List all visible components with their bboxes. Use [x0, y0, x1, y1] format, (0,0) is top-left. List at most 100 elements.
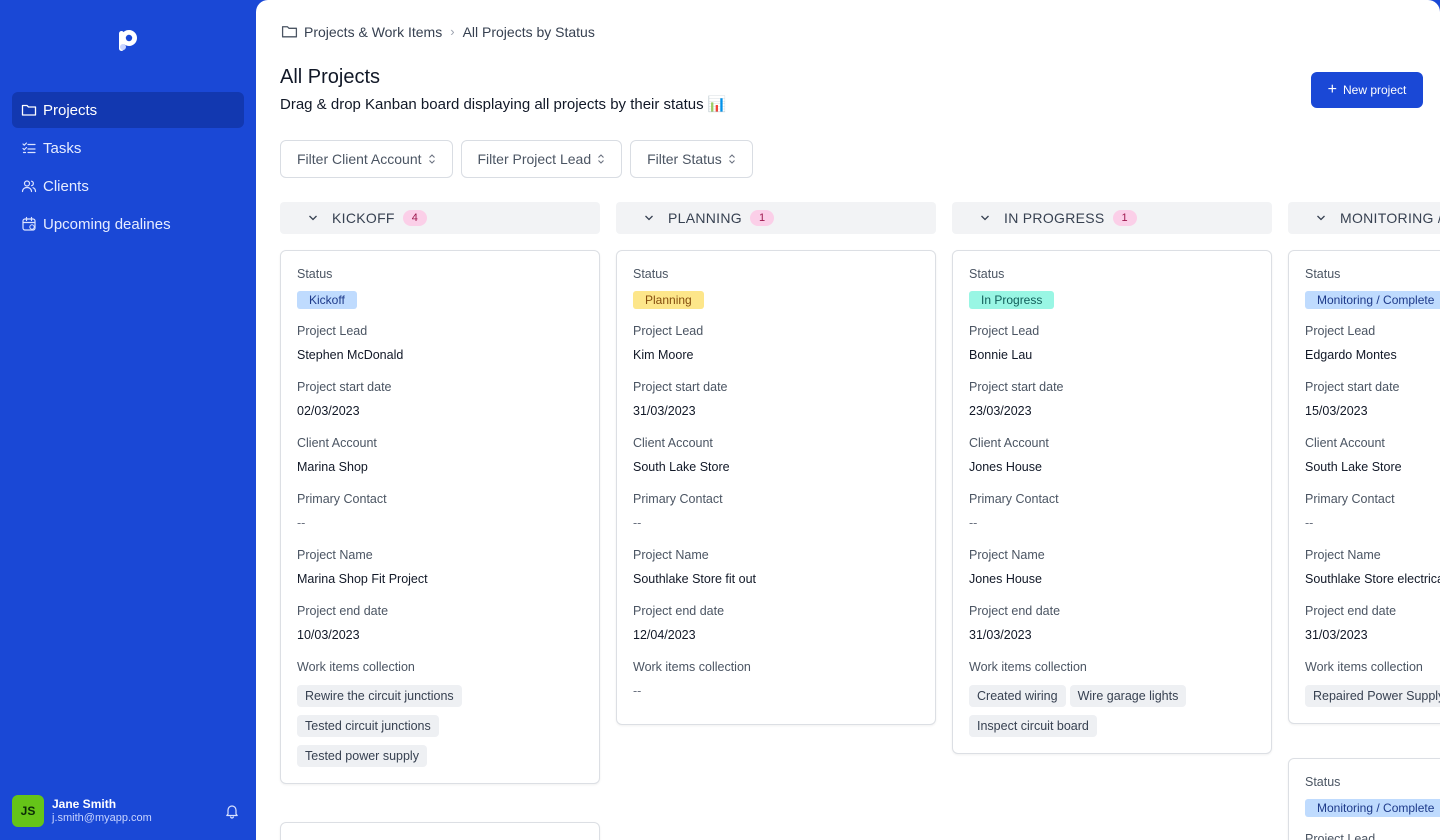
filter-client-account[interactable]: Filter Client Account: [280, 140, 453, 178]
field-label: Project Name: [1305, 548, 1381, 562]
field-label: Project start date: [969, 380, 1064, 394]
chevron-down-icon: [1317, 215, 1325, 221]
status-badge: Monitoring / Complete: [1305, 799, 1440, 817]
project-lead: Edgardo Montes: [1305, 348, 1397, 362]
user-name: Jane Smith: [52, 797, 117, 811]
status-badge: Kickoff: [297, 291, 357, 309]
column-kickoff: KICKOFF 4 Status Kickoff Project Lead St…: [280, 202, 600, 840]
status-badge: Monitoring / Complete: [1305, 291, 1440, 309]
field-label: Work items collection: [1305, 660, 1423, 674]
column-header[interactable]: MONITORING / COMPLETE: [1288, 202, 1440, 234]
avatar: JS: [12, 795, 44, 827]
field-label: Project start date: [297, 380, 392, 394]
chevron-down-icon: [981, 215, 989, 221]
column-title: PLANNING: [668, 210, 742, 226]
end-date: 31/03/2023: [969, 628, 1032, 642]
field-label: Project Lead: [1305, 324, 1376, 338]
field-label: Project end date: [633, 604, 725, 618]
project-card[interactable]: Status Monitoring / Complete Project Lea…: [1288, 758, 1440, 840]
folder-icon: [281, 26, 298, 38]
work-item-chip[interactable]: Inspect circuit board: [969, 715, 1097, 737]
work-item-chip[interactable]: Wire garage lights: [1069, 685, 1187, 707]
chevron-right-icon: ›: [450, 24, 455, 39]
work-item-chip[interactable]: Created wiring: [969, 685, 1066, 707]
breadcrumb-current: All Projects by Status: [462, 23, 595, 40]
work-item-chip[interactable]: Tested power supply: [297, 745, 427, 767]
start-date: 15/03/2023: [1305, 404, 1368, 418]
end-date: 12/04/2023: [633, 628, 696, 642]
chevron-down-icon: [309, 215, 317, 221]
status-badge: In Progress: [969, 291, 1055, 309]
work-items-list: Repaired Power Supply: [1305, 684, 1440, 715]
page-title: All Projects: [280, 66, 381, 88]
field-label: Project Name: [969, 548, 1045, 562]
field-label: Project Lead: [1305, 832, 1376, 840]
filter-bar: Filter Client Account Filter Project Lea…: [280, 140, 761, 178]
primary-contact: --: [969, 516, 978, 530]
sort-chevrons-icon: [598, 154, 604, 164]
field-label: Project Lead: [969, 324, 1040, 338]
work-item-chip[interactable]: Rewire the circuit junctions: [297, 685, 462, 707]
sidebar-item-tasks[interactable]: Tasks: [12, 130, 244, 166]
user-profile[interactable]: JS Jane Smith j.smith@myapp.com: [12, 794, 244, 828]
sidebar-item-upcoming-deadlines[interactable]: Upcoming dealines: [12, 206, 244, 242]
field-label: Primary Contact: [633, 492, 723, 506]
user-info: Jane Smith j.smith@myapp.com: [52, 797, 152, 825]
field-label: Work items collection: [297, 660, 415, 674]
field-label: Status: [1305, 267, 1341, 281]
work-items-list: Created wiring Wire garage lights Inspect…: [969, 684, 1255, 745]
filter-project-lead[interactable]: Filter Project Lead: [460, 140, 623, 178]
sort-chevrons-icon: [728, 154, 735, 164]
field-label: Primary Contact: [297, 492, 387, 506]
start-date: 31/03/2023: [633, 404, 696, 418]
breadcrumb-root[interactable]: Projects & Work Items: [304, 23, 443, 40]
count-badge: 1: [749, 210, 775, 226]
filter-label: Filter Status: [647, 151, 722, 167]
project-card[interactable]: [280, 822, 600, 840]
project-card[interactable]: Status In Progress Project Lead Bonnie L…: [952, 250, 1272, 754]
field-label: Client Account: [297, 436, 377, 450]
project-name: Jones House: [969, 572, 1042, 586]
field-label: Project Lead: [633, 324, 704, 338]
filter-status[interactable]: Filter Status: [630, 140, 753, 178]
status-badge: Planning: [633, 291, 704, 309]
column-header[interactable]: KICKOFF 4: [280, 202, 600, 234]
sidebar: Projects Tasks Clients Upcoming dealines…: [0, 0, 256, 840]
field-label: Primary Contact: [969, 492, 1059, 506]
sidebar-item-projects[interactable]: Projects: [12, 92, 244, 128]
work-items-list: Rewire the circuit junctions Tested circ…: [297, 684, 583, 775]
end-date: 31/03/2023: [1305, 628, 1368, 642]
start-date: 02/03/2023: [297, 404, 360, 418]
client-account: South Lake Store: [1305, 460, 1402, 474]
sidebar-nav: Projects Tasks Clients Upcoming dealines: [12, 92, 244, 244]
app-logo[interactable]: [117, 27, 139, 53]
column-title: MONITORING / COMPLETE: [1340, 210, 1440, 226]
list-check-icon: [21, 140, 37, 156]
sidebar-item-label: Projects: [43, 101, 98, 119]
column-header[interactable]: PLANNING 1: [616, 202, 936, 234]
new-project-button[interactable]: + New project: [1311, 72, 1423, 108]
project-card[interactable]: Status Planning Project Lead Kim Moore P…: [616, 250, 936, 725]
field-label: Client Account: [969, 436, 1049, 450]
work-item-chip[interactable]: Repaired Power Supply: [1305, 685, 1440, 707]
field-label: Work items collection: [969, 660, 1087, 674]
project-card[interactable]: Status Monitoring / Complete Project Lea…: [1288, 250, 1440, 724]
chevron-down-icon: [645, 215, 653, 221]
work-item-chip[interactable]: Tested circuit junctions: [297, 715, 439, 737]
field-label: Project start date: [1305, 380, 1400, 394]
client-account: South Lake Store: [633, 460, 730, 474]
column-header[interactable]: IN PROGRESS 1: [952, 202, 1272, 234]
primary-contact: --: [297, 516, 306, 530]
work-items-empty: --: [633, 684, 642, 698]
column-monitoring-complete: MONITORING / COMPLETE Status Monitoring …: [1288, 202, 1440, 840]
sidebar-item-clients[interactable]: Clients: [12, 168, 244, 204]
field-label: Project end date: [1305, 604, 1397, 618]
start-date: 23/03/2023: [969, 404, 1032, 418]
field-label: Project end date: [969, 604, 1061, 618]
project-name: Southlake Store electrical: [1305, 572, 1440, 586]
bell-icon[interactable]: [224, 803, 240, 819]
field-label: Project end date: [297, 604, 389, 618]
folder-icon: [21, 102, 37, 118]
count-badge: 4: [402, 210, 428, 226]
project-card[interactable]: Status Kickoff Project Lead Stephen McDo…: [280, 250, 600, 784]
